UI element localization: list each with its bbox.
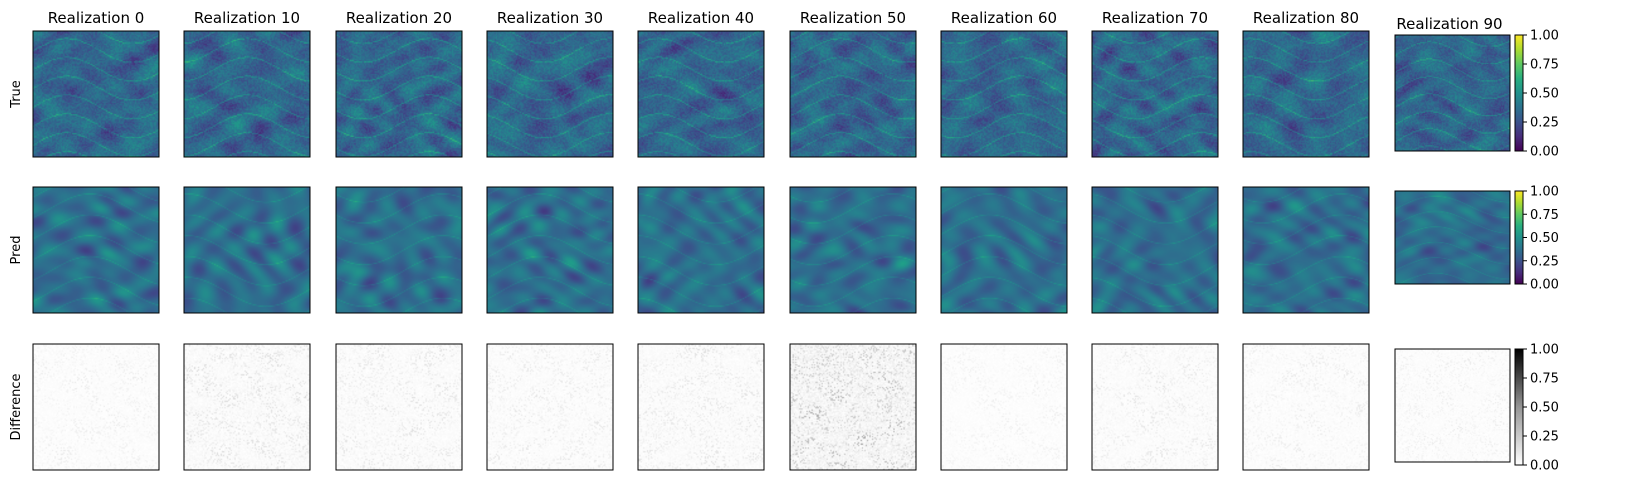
panel-frame-diff-7: [1091, 343, 1219, 471]
colorbar-tick-label-pred-4: 1.00: [1530, 185, 1559, 200]
colorbar-tick-label-diff-4: 1.00: [1530, 343, 1559, 358]
colorbar-tick-label-true-3: 0.75: [1530, 58, 1559, 73]
colorbar-tick-label-diff-0: 0.00: [1530, 459, 1559, 474]
panel-frame-diff-8: [1242, 343, 1370, 471]
panel-frame-true-0: [32, 30, 160, 158]
panel-frame-pred-6: [940, 186, 1068, 314]
panel-frame-diff-0: [32, 343, 160, 471]
colorbar-tick-label-diff-3: 0.75: [1530, 372, 1559, 387]
row-label-diff: Difference: [9, 373, 24, 440]
panel-frame-pred-2: [335, 186, 463, 314]
colorbar-tick-label-pred-2: 0.50: [1530, 231, 1559, 246]
heatmap-true-0: [33, 31, 159, 157]
heatmap-pred-5: [790, 187, 916, 313]
column-title-6: Realization 60: [951, 9, 1057, 27]
panel-frame-true-3: [486, 30, 614, 158]
heatmap-pred-8: [1243, 187, 1369, 313]
panel-frame-diff-3: [486, 343, 614, 471]
panel-frame-diff-5: [789, 343, 917, 471]
panel-frame-pred-5: [789, 186, 917, 314]
heatmap-pred-6: [941, 187, 1067, 313]
panel-frame-true-6: [940, 30, 1068, 158]
heatmap-pred-7: [1092, 187, 1218, 313]
column-title-8: Realization 80: [1253, 9, 1359, 27]
panel-frame-diff-4: [637, 343, 765, 471]
colorbar-tick-label-pred-0: 0.00: [1530, 278, 1559, 293]
colorbar-true: [1514, 34, 1524, 152]
colorbar-tick-label-pred-3: 0.75: [1530, 208, 1559, 223]
heatmap-true-7: [1092, 31, 1218, 157]
panel-frame-diff-1: [183, 343, 311, 471]
column-title-9: Realization 90: [1396, 15, 1502, 33]
heatmap-diff-2: [336, 344, 462, 470]
column-title-4: Realization 40: [648, 9, 754, 27]
heatmap-pred-0: [33, 187, 159, 313]
column-title-0: Realization 0: [48, 9, 145, 27]
panel-frame-pred-1: [183, 186, 311, 314]
colorbar-tick-label-true-2: 0.50: [1530, 87, 1559, 102]
column-titles: Realization 0 Realization 10 Realization 2…: [48, 9, 1503, 33]
row-label-true: True: [9, 80, 24, 109]
heatmap-pred-1: [184, 187, 310, 313]
heatmap-true-8: [1243, 31, 1369, 157]
heatmap-diff-1: [184, 344, 310, 470]
heatmap-true-3: [487, 31, 613, 157]
panel-frame-diff-6: [940, 343, 1068, 471]
colorbar-tick-label-true-4: 1.00: [1530, 29, 1559, 44]
panel-frame-pred-9: [1394, 190, 1511, 285]
panel-frame-pred-4: [637, 186, 765, 314]
panel-frame-true-7: [1091, 30, 1219, 158]
panel-frame-pred-3: [486, 186, 614, 314]
heatmap-diff-5: [790, 344, 916, 470]
row-label-pred: Pred: [9, 236, 24, 265]
heatmap-diff-9: [1395, 349, 1510, 462]
colorbar-tick-label-pred-1: 0.25: [1530, 254, 1559, 269]
heatmap-diff-4: [638, 344, 764, 470]
colorbars: 0.00 0.25 0.50 0.75 1.00 0.00 0.25 0.50 0.75 1.00…: [1514, 29, 1559, 474]
heatmap-true-9: [1395, 35, 1510, 151]
panel-frame-true-9: [1394, 34, 1511, 152]
panel-frame-true-5: [789, 30, 917, 158]
heatmap-true-5: [790, 31, 916, 157]
heatmap-diff-6: [941, 344, 1067, 470]
heatmap-true-6: [941, 31, 1067, 157]
heatmap-diff-8: [1243, 344, 1369, 470]
column-title-1: Realization 10: [194, 9, 300, 27]
colorbar-tick-label-true-1: 0.25: [1530, 116, 1559, 131]
heatmap-pred-4: [638, 187, 764, 313]
heatmap-true-2: [336, 31, 462, 157]
panel-frame-true-4: [637, 30, 765, 158]
heatmap-true-4: [638, 31, 764, 157]
heatmap-diff-0: [33, 344, 159, 470]
panel-frame-true-1: [183, 30, 311, 158]
column-title-2: Realization 20: [346, 9, 452, 27]
heatmap-true-1: [184, 31, 310, 157]
panel-frame-diff-2: [335, 343, 463, 471]
panel-frame-pred-7: [1091, 186, 1219, 314]
heatmap-diff-7: [1092, 344, 1218, 470]
colorbar-tick-label-diff-1: 0.25: [1530, 430, 1559, 445]
panel-grid: [32, 30, 1511, 471]
panel-frame-pred-0: [32, 186, 160, 314]
column-title-3: Realization 30: [497, 9, 603, 27]
heatmap-pred-2: [336, 187, 462, 313]
row-labels: True Pred Difference: [9, 80, 24, 440]
heatmap-pred-9: [1395, 191, 1510, 284]
colorbar-tick-label-diff-2: 0.50: [1530, 401, 1559, 416]
panel-frame-true-2: [335, 30, 463, 158]
heatmap-diff-3: [487, 344, 613, 470]
panel-frame-pred-8: [1242, 186, 1370, 314]
panel-frame-diff-9: [1394, 348, 1511, 463]
colorbar-tick-label-true-0: 0.00: [1530, 145, 1559, 160]
column-title-5: Realization 50: [800, 9, 906, 27]
colorbar-pred: [1514, 190, 1524, 285]
colorbar-diff: [1514, 348, 1524, 466]
column-title-7: Realization 70: [1102, 9, 1208, 27]
panel-frame-true-8: [1242, 30, 1370, 158]
heatmap-pred-3: [487, 187, 613, 313]
